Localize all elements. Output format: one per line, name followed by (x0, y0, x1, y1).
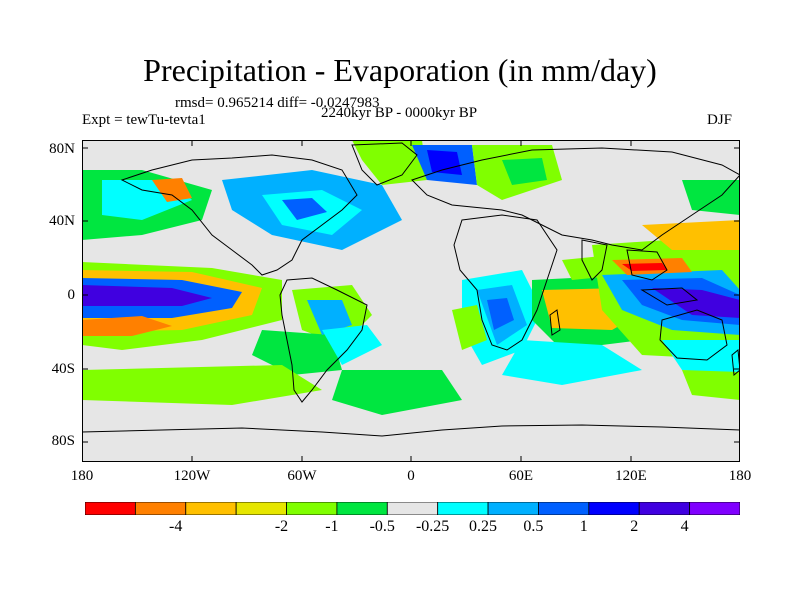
experiment-label: Expt = tewTu-tevta1 (82, 112, 206, 128)
colorbar-label: -4 (169, 518, 183, 535)
colorbar-box (235, 502, 287, 515)
colorbar-box (85, 502, 136, 515)
lon-label-0: 0 (407, 468, 415, 484)
colorbar-box (286, 502, 338, 515)
colorbar-label: -1 (325, 518, 339, 535)
lat-label-80s: 80S (51, 433, 75, 449)
colorbar-box (386, 502, 439, 515)
colorbar-box (437, 502, 489, 515)
colorbar-box (588, 502, 640, 515)
colorbar-box (487, 502, 539, 515)
colorbar-box (638, 502, 691, 515)
lon-label-180w: 180 (70, 468, 94, 484)
period-label: 2240kyr BP - 0000kyr BP (321, 105, 478, 121)
season-label: DJF (707, 112, 733, 128)
lat-label-40s: 40S (51, 361, 75, 377)
map-ticks (82, 140, 740, 462)
colorbar-label: 2 (630, 518, 639, 535)
colorbar-label: -0.25 (415, 518, 450, 535)
lat-label-0: 0 (67, 287, 76, 303)
lon-label-60e: 60E (508, 468, 534, 484)
lon-label-120e: 120E (615, 468, 647, 484)
pe-difference-map (82, 140, 740, 462)
colorbar-label: -0.5 (369, 518, 395, 535)
colorbar-label: 1 (579, 518, 588, 535)
lon-label-180e: 180 (728, 468, 752, 484)
lon-label-120w: 120W (173, 468, 211, 484)
colorbar-box (689, 502, 740, 515)
colorbar-box (185, 502, 237, 515)
colorbar (85, 502, 740, 515)
colorbar-label: 0.25 (469, 518, 498, 535)
colorbar-box (336, 502, 388, 515)
map-title: Precipitation - Evaporation (in mm/day) (143, 52, 657, 88)
lon-label-60w: 60W (287, 468, 317, 484)
lat-label-80n: 80N (49, 141, 75, 157)
colorbar-box (134, 502, 187, 515)
lat-label-40n: 40N (49, 213, 75, 229)
colorbar-label: 0.5 (523, 518, 544, 535)
colorbar-label: 4 (680, 518, 689, 535)
coastlines (82, 142, 740, 437)
stats-text: rmsd= 0.965214 diff= -0.0247983 (175, 95, 380, 111)
colorbar-box (538, 502, 590, 515)
anomaly-fields (82, 140, 740, 415)
colorbar-label: -2 (274, 518, 289, 535)
